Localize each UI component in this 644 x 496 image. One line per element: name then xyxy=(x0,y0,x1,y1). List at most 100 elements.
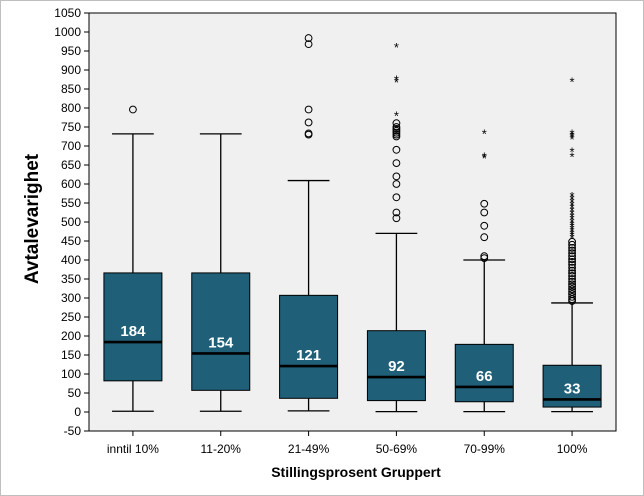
y-tick-label: 250 xyxy=(61,310,81,324)
outlier-point xyxy=(568,246,576,255)
outlier-point xyxy=(392,180,401,188)
outlier-point xyxy=(568,249,576,258)
extreme-point: * xyxy=(570,217,575,232)
outlier-point xyxy=(568,285,576,294)
y-tick-label: 1000 xyxy=(54,25,81,39)
median-label: 184 xyxy=(120,323,146,340)
extreme-point: * xyxy=(570,229,575,244)
outlier-point xyxy=(304,130,313,139)
x-axis: inntil 10% 11-20% 21-49% 50-69% 70-99% 100% xyxy=(107,431,588,456)
median-label: 33 xyxy=(564,380,581,397)
outlier-point xyxy=(480,199,489,208)
extreme-point: * xyxy=(570,201,575,216)
x-tick-label: 50-69% xyxy=(376,442,418,456)
extreme-point: * xyxy=(570,209,575,224)
extreme-point: * xyxy=(570,215,575,230)
y-tick-label: 300 xyxy=(61,291,81,305)
outlier-point xyxy=(392,132,401,141)
outlier-point xyxy=(568,282,576,291)
box-group: 121 xyxy=(279,34,339,412)
y-tick-label: 850 xyxy=(61,82,81,96)
outlier-point xyxy=(568,269,576,278)
y-tick-label: 350 xyxy=(61,272,81,286)
extreme-point: * xyxy=(394,40,399,55)
iqr-box xyxy=(454,343,514,403)
x-tick-label: 100% xyxy=(557,442,588,456)
outlier-point xyxy=(392,159,401,168)
outlier-point xyxy=(392,119,401,128)
box-group: 154 xyxy=(191,133,251,412)
x-tick-label: 11-20% xyxy=(201,442,242,456)
iqr-box xyxy=(366,330,426,402)
extreme-point: * xyxy=(394,109,399,124)
outlier-point xyxy=(568,292,576,301)
y-tick-label: 50 xyxy=(68,386,82,400)
extreme-point: * xyxy=(570,189,575,204)
extreme-point: * xyxy=(394,75,399,90)
outlier-point xyxy=(568,255,576,264)
outlier-point xyxy=(568,275,576,283)
extreme-point: * xyxy=(570,74,575,89)
outlier-point xyxy=(304,40,313,49)
y-tick-label: 650 xyxy=(61,158,81,172)
y-tick-label: 600 xyxy=(61,177,81,191)
box-group: 92**** xyxy=(366,40,426,413)
box-group: 184 xyxy=(103,105,163,412)
extreme-point: * xyxy=(570,231,575,246)
plot-area xyxy=(88,12,617,432)
outlier-point xyxy=(304,118,313,127)
outlier-point xyxy=(304,34,313,42)
extreme-point: * xyxy=(570,128,575,143)
outlier-point xyxy=(480,208,489,217)
outlier-point xyxy=(568,240,576,249)
extreme-point: * xyxy=(570,207,575,222)
outlier-point xyxy=(568,272,576,280)
extreme-point: * xyxy=(570,198,575,213)
extreme-point: * xyxy=(570,126,575,141)
extreme-point: * xyxy=(570,195,575,210)
y-tick-label: 750 xyxy=(61,120,81,134)
y-axis-title: Avtalevarighet xyxy=(22,153,43,284)
y-tick-label: 950 xyxy=(61,44,81,58)
outlier-point xyxy=(480,233,489,242)
box-series: 18415412192****66***33******************… xyxy=(103,34,602,413)
y-tick-label: 0 xyxy=(74,405,81,419)
extreme-point: * xyxy=(570,222,575,237)
y-tick-label: 100 xyxy=(61,367,81,381)
extreme-point: * xyxy=(570,130,575,145)
x-tick-label: 21-49% xyxy=(288,442,330,456)
outlier-point xyxy=(129,105,137,114)
x-tick-label: inntil 10% xyxy=(107,442,159,456)
y-tick-label: 900 xyxy=(61,63,81,77)
extreme-point: * xyxy=(570,132,575,147)
extreme-point: * xyxy=(482,150,487,165)
y-tick-label: -50 xyxy=(64,424,82,438)
y-tick-label: 800 xyxy=(61,101,81,115)
extreme-point: * xyxy=(482,151,487,166)
extreme-point: * xyxy=(570,192,575,207)
y-tick-label: 550 xyxy=(61,196,81,210)
box-group: 66*** xyxy=(454,126,514,413)
outlier-point xyxy=(568,297,576,305)
x-tick-label: 70-99% xyxy=(464,442,506,456)
median-label: 154 xyxy=(208,334,234,351)
outlier-point xyxy=(480,221,489,230)
outlier-point xyxy=(480,254,489,263)
outlier-point xyxy=(392,145,401,154)
extreme-point: * xyxy=(570,150,575,165)
outlier-point xyxy=(392,214,401,223)
extreme-point: * xyxy=(570,224,575,239)
outlier-point xyxy=(568,252,576,261)
extreme-point: * xyxy=(570,145,575,160)
outlier-point xyxy=(568,280,576,289)
iqr-box xyxy=(103,272,163,382)
outlier-point xyxy=(568,237,576,246)
extreme-point: * xyxy=(570,204,575,219)
iqr-box xyxy=(279,294,339,399)
y-tick-label: 150 xyxy=(61,348,81,362)
y-tick-label: 500 xyxy=(61,215,81,229)
outlier-point xyxy=(304,105,313,114)
extreme-point: * xyxy=(570,212,575,227)
